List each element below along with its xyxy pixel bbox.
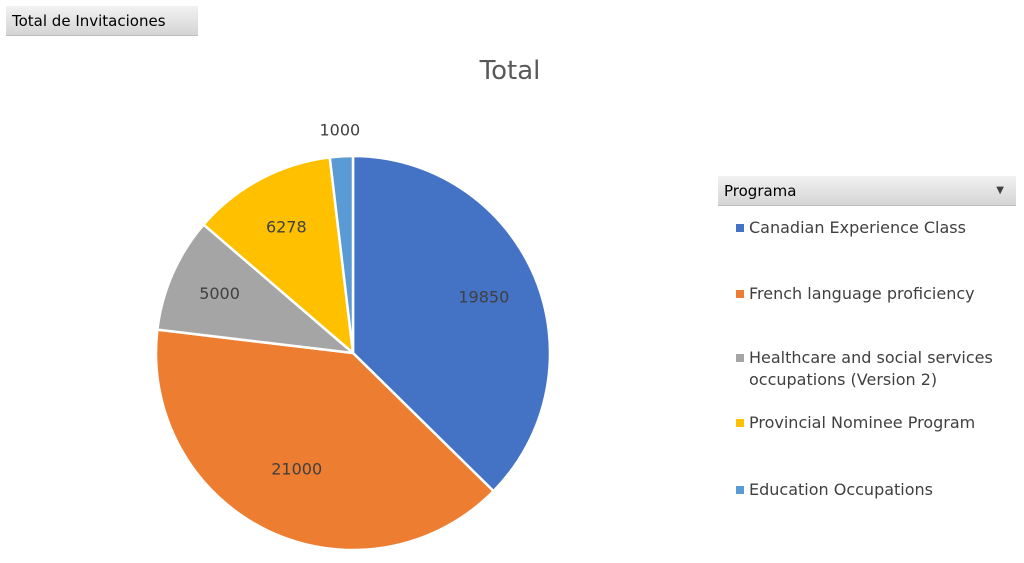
legend-item-label: French language proficiency (749, 284, 975, 303)
field-button-total-invitaciones[interactable]: Total de Invitaciones (6, 6, 198, 36)
legend-swatch (736, 224, 744, 232)
legend-item-french-language-proficiency[interactable]: French language proficiency (736, 283, 1016, 305)
data-label-provincial-nominee-program: 6278 (266, 217, 307, 236)
legend-swatch (736, 354, 744, 362)
pie-slice-provincial-nominee-program[interactable] (202, 156, 355, 355)
legend-item-label: Canadian Experience Class (749, 218, 966, 237)
legend-swatch (736, 419, 744, 427)
legend-item-label: Education Occupations (749, 480, 934, 499)
data-label-education-occupations: 1000 (319, 120, 360, 139)
legend-item-label: Healthcare and social services occupatio… (749, 348, 993, 389)
legend-item-healthcare-social-services[interactable]: Healthcare and social services occupatio… (736, 347, 1016, 391)
pie-slice-healthcare-and-social-services-occupations-version-2[interactable] (156, 223, 355, 355)
legend-header-label: Programa (724, 182, 797, 200)
legend-item-education-occupations[interactable]: Education Occupations (736, 479, 1016, 501)
data-label-french-language-proficiency: 21000 (271, 460, 322, 479)
pie-slice-education-occupations[interactable] (328, 154, 355, 355)
data-label-canadian-experience-class: 19850 (458, 288, 509, 307)
legend-item-provincial-nominee-program[interactable]: Provincial Nominee Program (736, 412, 1016, 434)
chart-title: Total (479, 56, 541, 86)
chevron-down-icon[interactable]: ▼ (996, 185, 1004, 196)
legend-swatch (736, 486, 744, 494)
legend-header-programa[interactable]: Programa ▼ (718, 176, 1016, 206)
legend-swatch (736, 290, 744, 298)
data-label-healthcare-and-social-services-occupations-version-2: 5000 (199, 284, 240, 303)
legend-item-label: Provincial Nominee Program (749, 413, 976, 432)
legend-item-canadian-experience-class[interactable]: Canadian Experience Class (736, 217, 1016, 239)
pie-slice-canadian-experience-class[interactable] (351, 154, 552, 493)
pie-slice-french-language-proficiency[interactable] (154, 328, 495, 552)
field-button-label: Total de Invitaciones (12, 12, 166, 30)
